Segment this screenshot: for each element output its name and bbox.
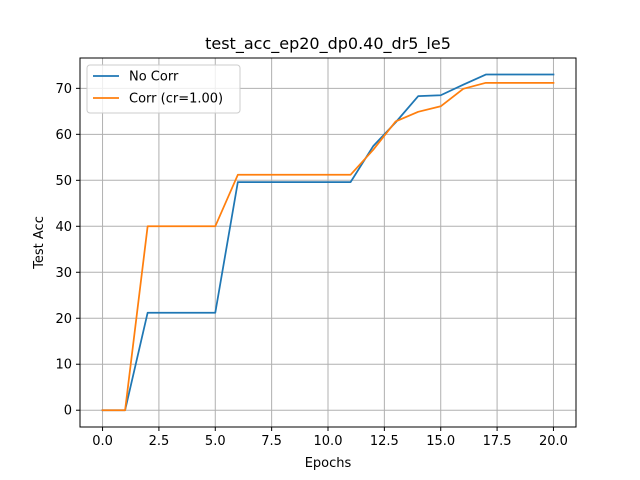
- x-tick-label: 7.5: [261, 434, 282, 449]
- y-tick-label: 70: [55, 82, 72, 97]
- x-tick-label: 10.0: [314, 434, 343, 449]
- x-tick-label: 5.0: [205, 434, 226, 449]
- y-tick-label: 60: [55, 128, 72, 143]
- x-tick-label: 0.0: [92, 434, 113, 449]
- legend-label: No Corr: [129, 70, 179, 85]
- series-line-corr: [101, 81, 555, 412]
- y-tick-label: 10: [55, 358, 72, 373]
- ticks: 0.0 2.5 5.0 7.5 10.0 12.5 15.0 17.5 20.0 0 10 20 30 4…: [55, 82, 567, 449]
- y-tick-label: 20: [55, 312, 72, 327]
- chart-title: test_acc_ep20_dp0.40_dr5_le5: [205, 34, 451, 54]
- legend: No Corr Corr (cr=1.00): [86, 64, 241, 114]
- legend-box: [86, 64, 241, 114]
- y-tick-label: 50: [55, 174, 72, 189]
- series-line-no-corr: [101, 73, 555, 412]
- legend-label: Corr (cr=1.00): [129, 92, 223, 107]
- x-tick-label: 12.5: [370, 434, 399, 449]
- grid: [80, 58, 576, 427]
- series-lines: [101, 73, 555, 412]
- x-axis-label: Epochs: [305, 456, 352, 471]
- x-tick-label: 15.0: [426, 434, 455, 449]
- x-tick-label: 20.0: [539, 434, 568, 449]
- y-tick-label: 40: [55, 220, 72, 235]
- x-tick-label: 2.5: [149, 434, 170, 449]
- y-tick-label: 0: [64, 404, 72, 419]
- y-tick-label: 30: [55, 266, 72, 281]
- y-axis-label: Test Acc: [32, 216, 47, 270]
- x-tick-label: 17.5: [483, 434, 512, 449]
